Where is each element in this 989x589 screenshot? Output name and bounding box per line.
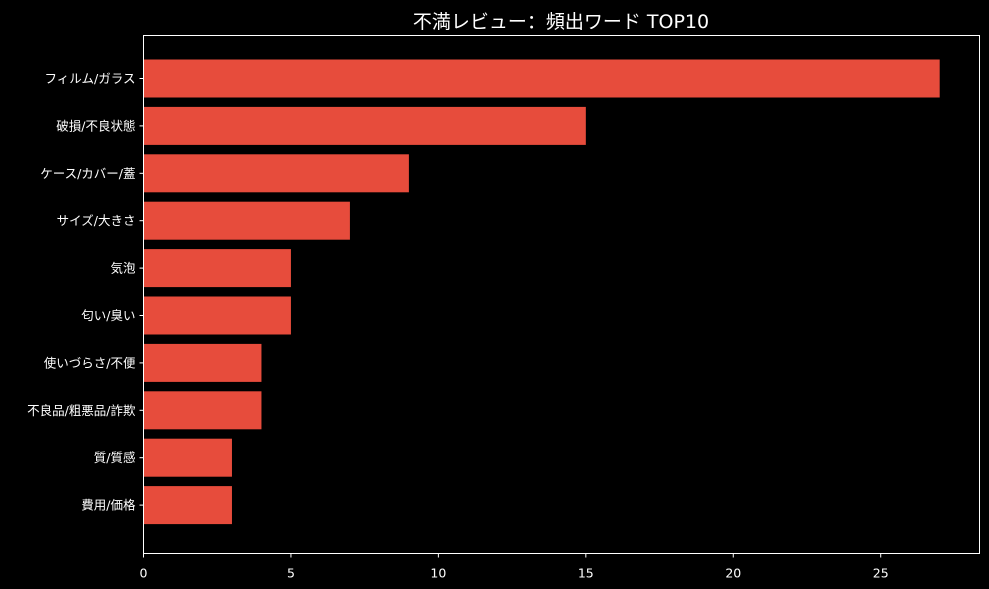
y-tick-label: 不良品/粗悪品/詐欺 [27,403,136,418]
y-tick-label: サイズ/大きさ [57,213,136,228]
y-tick-label: 破損/不良状態 [56,118,135,133]
x-tick-label: 20 [725,566,741,581]
x-tick-label: 10 [430,566,446,581]
x-tick-label: 25 [873,566,889,581]
bar-9 [143,438,232,477]
bar-8 [143,391,262,430]
y-tick-label: 匂い/臭い [81,308,135,323]
bar-6 [143,296,291,335]
y-tick-label: 気泡 [110,261,136,276]
plot-frame [143,35,980,554]
bar-3 [143,154,409,193]
y-tick-labels: フィルム/ガラス破損/不良状態ケース/カバー/蓋サイズ/大きさ気泡匂い/臭い使い… [27,71,144,513]
y-tick-label: 費用/価格 [81,498,136,513]
y-tick-label: フィルム/ガラス [45,71,136,86]
bar-10 [143,486,232,525]
x-ticks: 0 5 10 15 20 25 [140,553,889,581]
x-tick-label: 0 [140,566,148,581]
y-tick-label: 使いづらさ/不便 [44,355,136,370]
bar-7 [143,343,262,382]
bars-group [143,59,940,525]
bar-1 [143,59,940,98]
bar-4 [143,201,350,240]
y-tick-label: ケース/カバー/蓋 [40,166,135,181]
bar-5 [143,249,291,288]
x-tick-label: 15 [578,566,594,581]
bar-2 [143,106,586,145]
x-tick-label: 5 [287,566,295,581]
y-tick-label: 質/質感 [94,450,136,465]
chart-title: 不満レビュー：頻出ワード TOP10 [413,11,709,33]
